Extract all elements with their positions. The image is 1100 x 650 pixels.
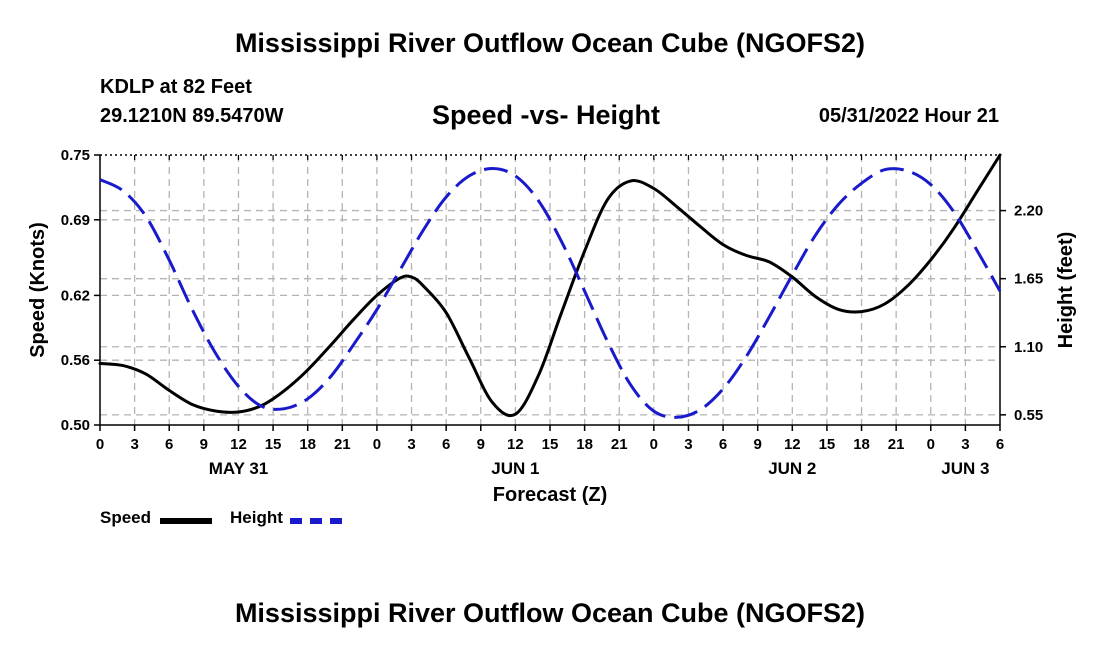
y-left-tick-label: 0.56	[61, 352, 90, 369]
series-line-height	[99, 167, 1002, 419]
x-tick-label: 3	[961, 436, 969, 453]
x-tick-label: 6	[719, 436, 727, 453]
station-label: KDLP at 82 Feet	[100, 76, 252, 98]
legend-height-swatch	[290, 518, 342, 524]
x-tick-label: 6	[165, 436, 173, 453]
y-left-tick-label: 0.75	[61, 147, 90, 164]
x-tick-label: 3	[684, 436, 692, 453]
forecast-datetime: 05/31/2022 Hour 21	[818, 105, 999, 127]
x-date-label: JUN 1	[491, 459, 539, 478]
main-title: Mississippi River Outflow Ocean Cube (NG…	[234, 28, 866, 58]
x-tick-label: 21	[888, 436, 905, 453]
series-line-speed	[98, 153, 1002, 418]
y-left-tick-label: 0.50	[61, 417, 90, 434]
footer-title: Mississippi River Outflow Ocean Cube (NG…	[234, 598, 866, 628]
x-tick-label: 3	[407, 436, 415, 453]
x-tick-label: 21	[611, 436, 628, 453]
x-tick-label: 3	[130, 436, 138, 453]
legend-speed-label: Speed	[100, 508, 152, 527]
x-axis-title: Forecast (Z)	[493, 484, 607, 506]
x-tick-label: 21	[334, 436, 351, 453]
y-right-tick-label: 2.20	[1014, 203, 1043, 220]
x-tick-label: 12	[230, 436, 247, 453]
y-right-tick-label: 1.65	[1014, 271, 1043, 288]
y-left-tick-label: 0.69	[61, 212, 90, 229]
x-tick-label: 15	[542, 436, 559, 453]
x-tick-label: 15	[265, 436, 282, 453]
x-tick-label: 0	[927, 436, 935, 453]
y-right-tick-label: 1.10	[1014, 339, 1043, 356]
coordinates-label: 29.1210N 89.5470W	[100, 105, 284, 127]
x-tick-label: 9	[477, 436, 485, 453]
y-left-tick-label: 0.62	[61, 287, 90, 304]
y-right-axis-title: Height (feet)	[1055, 232, 1077, 349]
x-date-label: JUN 2	[768, 459, 816, 478]
x-tick-label: 18	[299, 436, 316, 453]
x-tick-label: 9	[200, 436, 208, 453]
legend-height-label: Height	[230, 508, 283, 527]
x-tick-label: 9	[754, 436, 762, 453]
x-tick-label: 18	[853, 436, 870, 453]
x-tick-label: 12	[507, 436, 524, 453]
legend-speed-swatch	[160, 518, 212, 524]
x-tick-label: 0	[650, 436, 658, 453]
x-tick-label: 0	[373, 436, 381, 453]
x-tick-label: 6	[442, 436, 450, 453]
y-left-axis-title: Speed (Knots)	[27, 222, 49, 358]
x-date-label: JUN 3	[941, 459, 989, 478]
x-tick-label: 15	[819, 436, 836, 453]
x-tick-label: 18	[576, 436, 593, 453]
y-right-tick-label: 0.55	[1014, 407, 1043, 424]
x-tick-label: 12	[784, 436, 801, 453]
speed-height-chart: 0 3 6 9 12 15 18 21 0 3 6 9 12 15 18 21 0 3 6 9 12 15 18 21 0 3 6 M…	[27, 147, 1077, 506]
x-date-label: MAY 31	[209, 459, 269, 478]
chart-subtitle: Speed -vs- Height	[432, 100, 661, 130]
x-tick-label: 0	[96, 436, 104, 453]
x-tick-label: 6	[996, 436, 1004, 453]
